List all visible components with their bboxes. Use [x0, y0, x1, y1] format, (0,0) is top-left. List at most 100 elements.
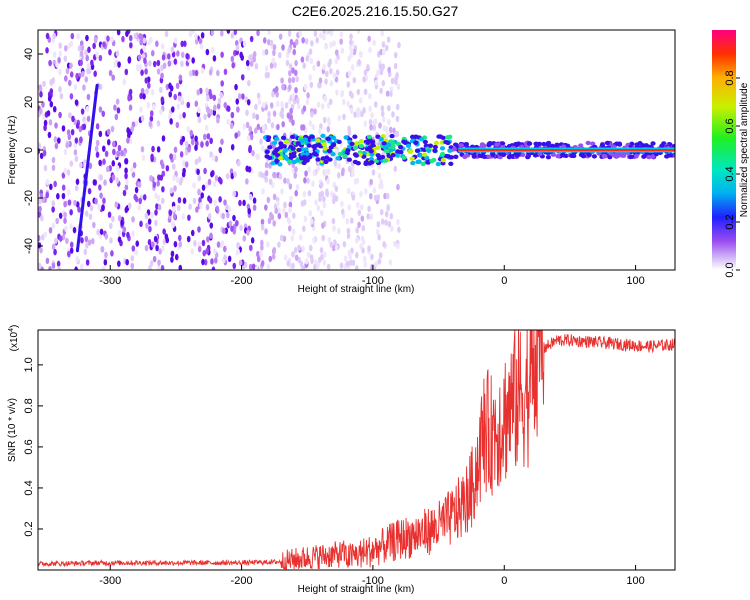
spectrogram-cell	[304, 258, 309, 265]
spectrogram-cell	[97, 203, 102, 211]
spectrogram-cell	[56, 260, 61, 267]
signal-band-cell	[451, 146, 457, 152]
spectrogram-cell	[68, 112, 72, 119]
spectrogram-cell	[57, 137, 61, 144]
spectrogram-cell	[360, 110, 364, 118]
spectrogram-cell	[61, 184, 66, 191]
colorbar-gradient	[712, 30, 736, 270]
spectrogram-cell	[353, 178, 358, 185]
spectrogram-cell	[48, 119, 53, 126]
signal-band-cell	[537, 151, 543, 157]
spectrogram-cell	[369, 124, 373, 131]
spectrogram-cell	[138, 33, 142, 40]
spectrogram-cell	[321, 103, 325, 110]
spectrogram-cell	[95, 51, 100, 59]
spectrogram-cell	[191, 69, 196, 76]
spectrogram-cell	[63, 211, 67, 219]
signal-band-cell	[413, 140, 419, 145]
signal-band-cell	[358, 144, 364, 149]
spectrogram-cell	[302, 62, 307, 69]
spectrogram-cell	[363, 261, 368, 268]
signal-band-cell	[382, 145, 388, 150]
spectrogram-cell	[152, 181, 157, 188]
spectrogram-cell	[93, 70, 97, 77]
spectrogram-cell	[374, 260, 379, 268]
spectrogram-cell	[282, 207, 286, 214]
spectrogram-cell	[380, 110, 385, 118]
spectrogram-cell	[84, 210, 89, 217]
signal-band-cell	[554, 142, 560, 148]
spectrogram-cell	[184, 161, 189, 168]
spectrogram-cell	[262, 37, 267, 44]
spectrogram-cell	[248, 125, 253, 133]
spectrogram-cell	[71, 115, 75, 123]
signal-band-cell	[448, 161, 454, 167]
spectrogram-cell	[38, 242, 42, 249]
colorbar-tick-label: 0.2	[724, 214, 736, 229]
signal-band-cell	[515, 141, 522, 146]
spectrogram-cell	[386, 205, 390, 212]
signal-band-cell	[628, 154, 634, 160]
spectrogram-cell	[387, 104, 391, 112]
spectrogram-cell	[285, 59, 290, 67]
spectrogram-cell	[149, 110, 154, 117]
spectrogram-cell	[151, 145, 155, 153]
spectrogram-cell	[102, 41, 106, 48]
spectrogram-cell	[272, 44, 277, 51]
spectrogram-cell	[308, 48, 313, 55]
spectrogram-cell	[56, 193, 60, 200]
spectrogram-cell	[371, 169, 376, 176]
spectrogram-cell	[385, 90, 390, 97]
colorbar-tick-label: 0.4	[724, 166, 736, 181]
spectrogram-cell	[98, 54, 103, 62]
spectrogram-cell	[117, 229, 122, 237]
signal-band-cell	[322, 146, 328, 151]
spectrogram-cell	[128, 88, 133, 96]
spectrogram-cell	[89, 204, 94, 212]
spectrogram-cell	[357, 221, 361, 229]
spectrogram-cell	[342, 241, 347, 248]
signal-band-cell	[375, 134, 381, 139]
spectrogram-cell	[197, 116, 202, 124]
spectrogram-cell	[206, 236, 210, 243]
spectrogram-cell	[379, 208, 384, 216]
spectrogram-cell	[102, 158, 106, 165]
spectrogram-cell	[351, 259, 356, 266]
signal-band-cell	[668, 153, 674, 158]
spectrogram-cell	[271, 91, 275, 98]
spectrogram-cell	[175, 176, 180, 183]
spectrogram-cell	[207, 213, 212, 220]
snr-x-label: Height of straight line (km)	[298, 584, 415, 595]
spectrogram-cell	[58, 86, 62, 93]
signal-band-cell	[599, 142, 605, 148]
spectrogram-cell	[149, 260, 154, 267]
spectrogram-cell	[63, 167, 68, 175]
signal-band-cell	[424, 155, 430, 161]
spectrogram-cell	[178, 264, 183, 270]
spectrogram-cell	[260, 218, 265, 226]
spectrogram-cell	[45, 47, 49, 54]
signal-band-cell	[514, 153, 520, 158]
spectrogram-cell	[360, 215, 365, 222]
spectrogram-cell	[167, 60, 172, 67]
signal-band-cell	[368, 148, 374, 154]
spectrogram-cell	[289, 114, 293, 121]
spectrogram-cell	[247, 79, 251, 87]
spectrogram-cell	[198, 196, 202, 204]
spectrogram-cell	[349, 39, 353, 46]
signal-band-cell	[326, 148, 332, 154]
spectrogram-cell	[286, 216, 291, 224]
spectrogram-cell	[290, 235, 295, 242]
spectrogram-cell	[53, 180, 57, 188]
spectrogram-cell	[47, 95, 52, 102]
spectrogram-cell	[213, 199, 217, 207]
spectrogram-cell	[379, 48, 383, 56]
spectrogram-cell	[208, 197, 213, 204]
spectrogram-cell	[79, 50, 84, 58]
spectrogram-cell	[389, 90, 393, 97]
spectrogram-cell	[254, 62, 259, 70]
signal-band-cell	[481, 143, 487, 149]
spectrogram-cell	[291, 251, 295, 258]
spectrogram-cell	[152, 60, 157, 68]
spectrogram-cell	[168, 91, 173, 98]
